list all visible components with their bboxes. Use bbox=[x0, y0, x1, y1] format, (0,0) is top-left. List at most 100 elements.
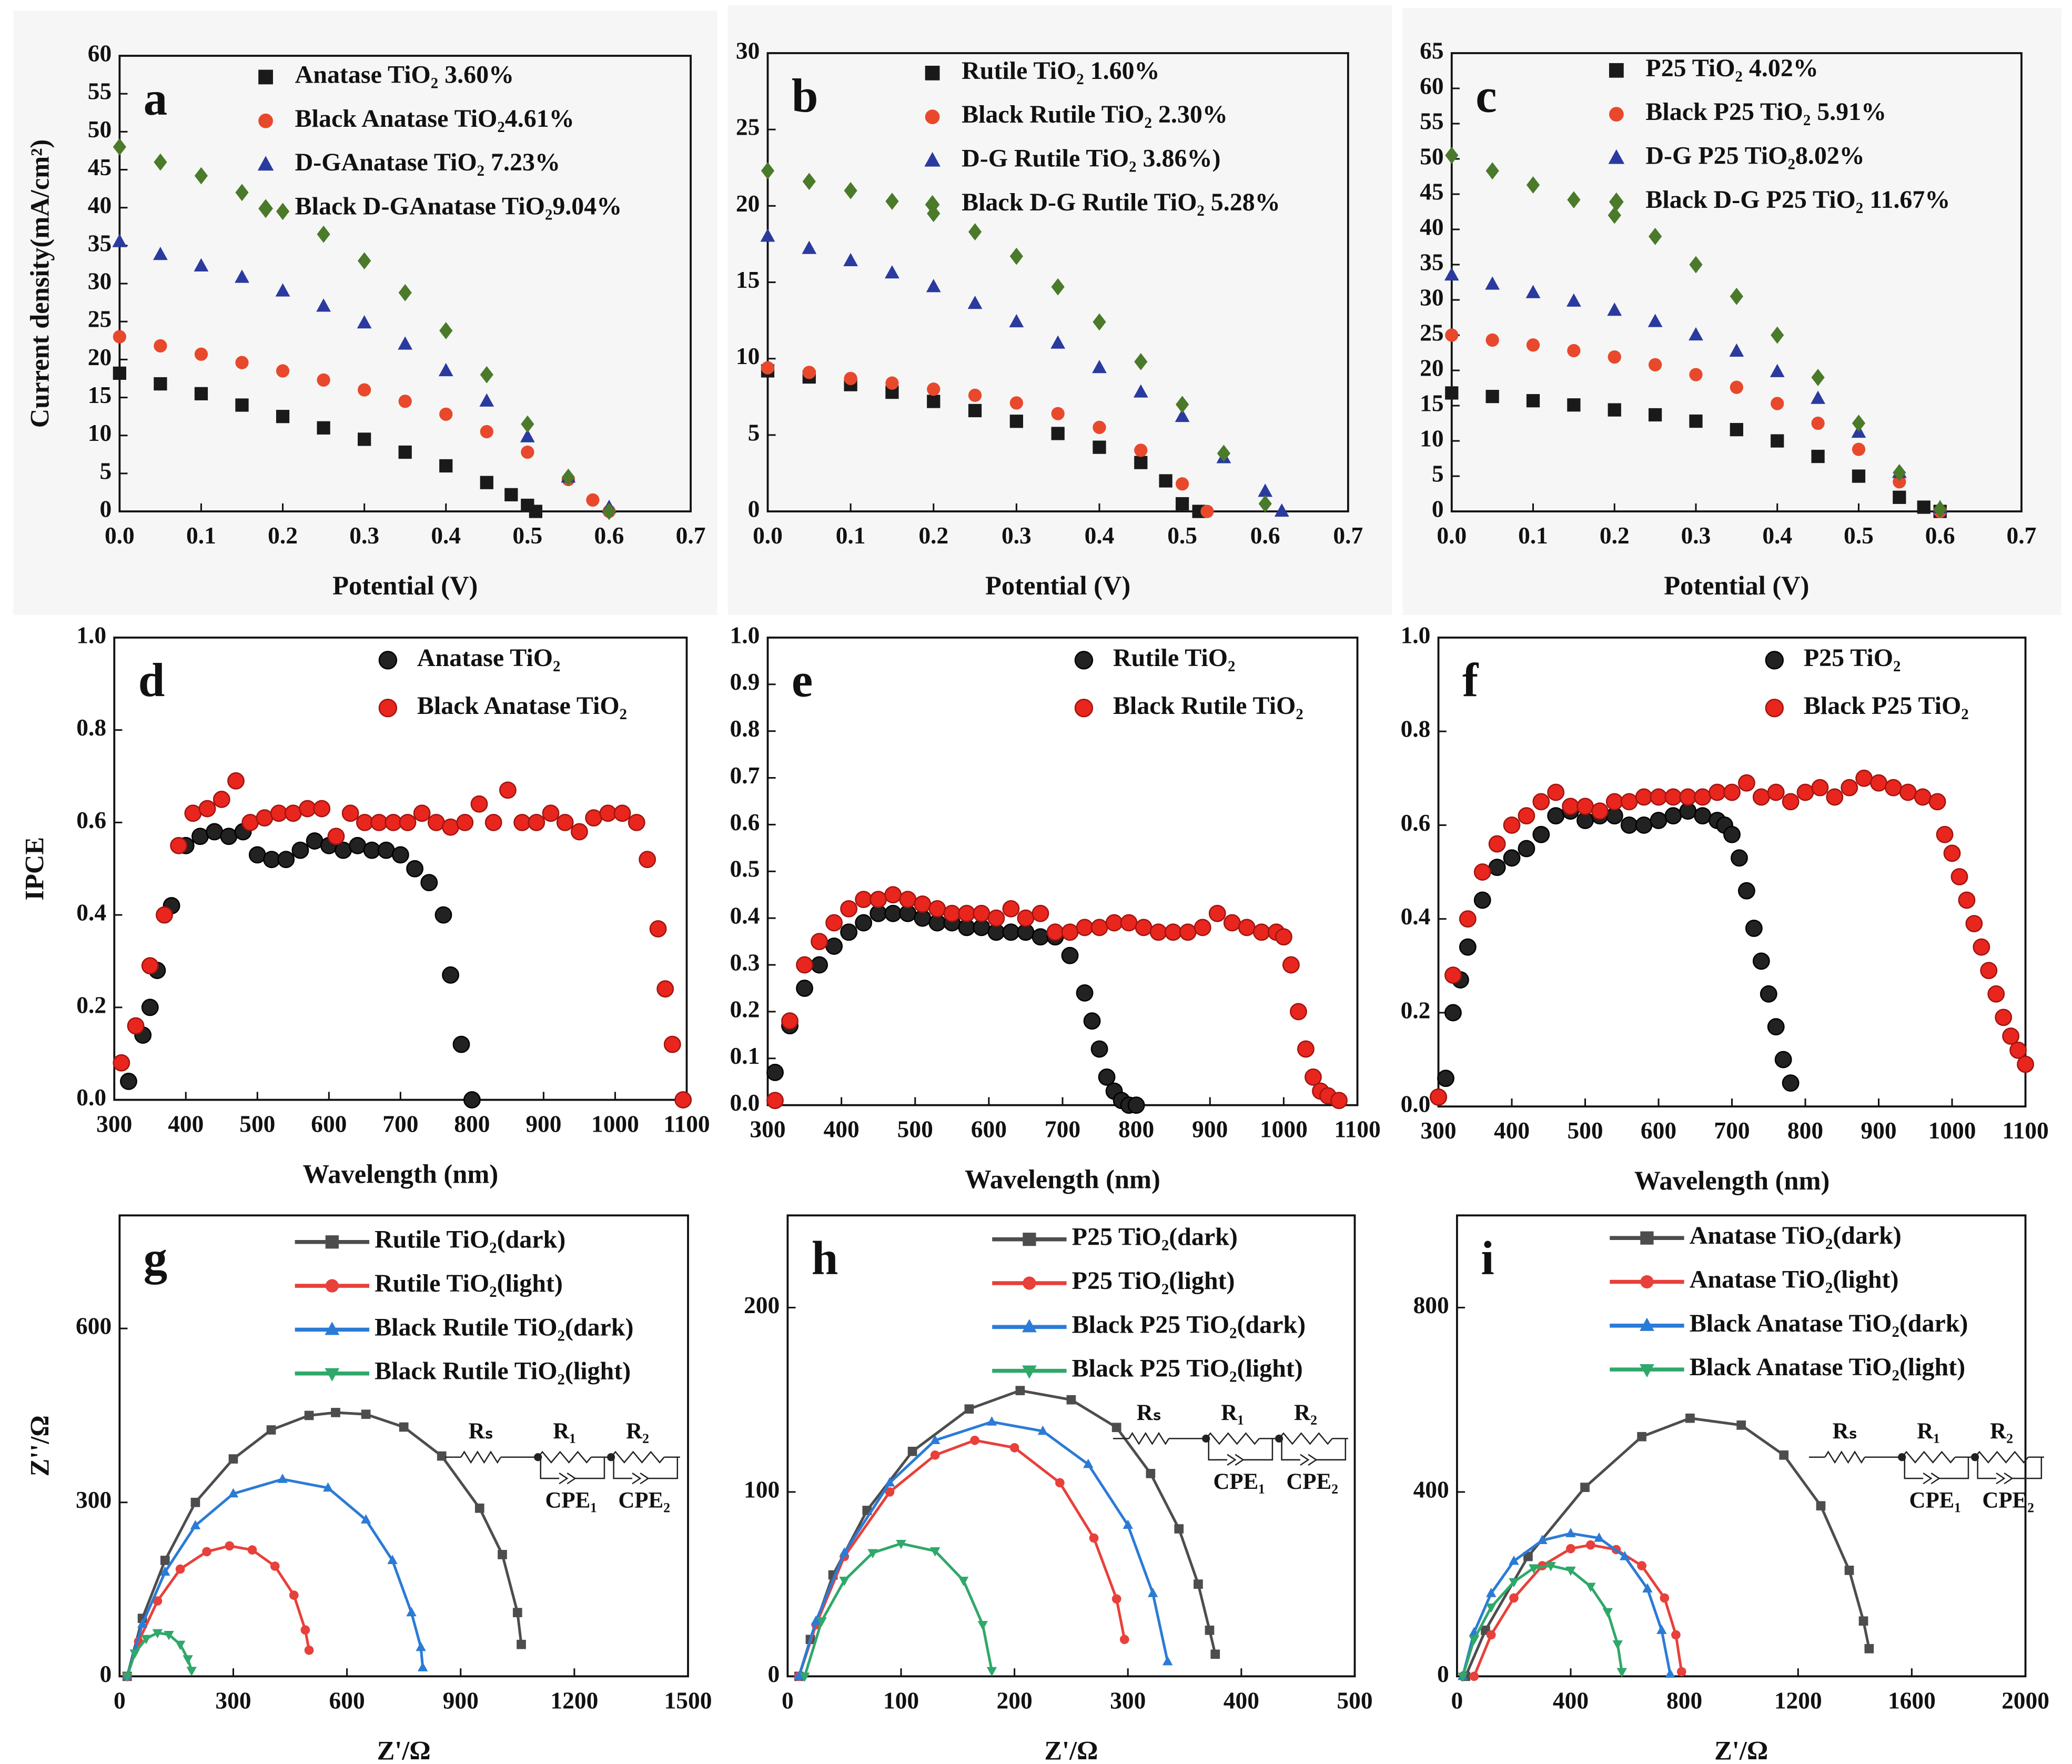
marker bbox=[504, 488, 518, 501]
marker bbox=[387, 1555, 398, 1565]
marker bbox=[235, 356, 249, 369]
marker bbox=[586, 493, 600, 507]
marker bbox=[1134, 353, 1148, 370]
marker bbox=[968, 223, 982, 241]
marker bbox=[970, 1435, 979, 1445]
legend-label: Black D-G P25 TiO₂ 11.67% bbox=[1645, 186, 1950, 214]
resistor bbox=[1901, 1450, 1956, 1464]
panel-letter: g bbox=[144, 1232, 167, 1285]
marker bbox=[120, 1073, 137, 1090]
x-tick-label: 1100 bbox=[2002, 1117, 2048, 1144]
marker bbox=[1135, 919, 1153, 936]
marker bbox=[1518, 807, 1535, 825]
marker bbox=[164, 1630, 174, 1640]
marker bbox=[1689, 414, 1703, 428]
marker bbox=[1987, 985, 2005, 1003]
marker bbox=[398, 336, 413, 350]
marker bbox=[463, 1091, 481, 1108]
y-tick-label: 400 bbox=[1413, 1476, 1449, 1503]
plot-frame bbox=[1456, 1214, 2027, 1678]
marker bbox=[202, 1547, 211, 1557]
marker bbox=[498, 1550, 507, 1559]
marker bbox=[227, 772, 245, 790]
marker bbox=[113, 138, 126, 156]
marker bbox=[839, 1547, 850, 1557]
marker bbox=[198, 800, 216, 818]
marker bbox=[843, 253, 858, 266]
marker bbox=[186, 1667, 197, 1676]
marker bbox=[896, 1539, 906, 1549]
marker bbox=[929, 1435, 941, 1444]
marker bbox=[1486, 1630, 1496, 1640]
marker bbox=[1608, 403, 1621, 417]
marker bbox=[760, 228, 775, 242]
marker bbox=[1736, 1420, 1746, 1430]
marker bbox=[825, 914, 843, 932]
marker bbox=[967, 296, 983, 309]
x-tick-label: 800 bbox=[1118, 1116, 1154, 1143]
legend-marker bbox=[925, 65, 940, 80]
marker bbox=[1760, 985, 1777, 1003]
marker bbox=[413, 804, 431, 822]
marker bbox=[1473, 891, 1491, 909]
y-axis-label: IPCE bbox=[19, 837, 49, 901]
marker bbox=[885, 376, 899, 390]
marker bbox=[1752, 788, 1770, 806]
marker bbox=[977, 1621, 988, 1630]
x-tick-label: 2000 bbox=[2002, 1687, 2049, 1713]
marker bbox=[194, 258, 209, 271]
marker bbox=[439, 459, 453, 473]
marker bbox=[802, 240, 817, 254]
plot-frame bbox=[766, 637, 1359, 1106]
marker bbox=[1816, 1501, 1826, 1511]
plot-frame bbox=[786, 1214, 1356, 1678]
y-tick-label: 65 bbox=[1420, 37, 1443, 64]
x-tick-label: 200 bbox=[997, 1687, 1033, 1713]
x-tick-label: 1000 bbox=[591, 1111, 639, 1137]
y-axis-label: Z''/Ω bbox=[25, 1415, 55, 1476]
legend-marker bbox=[1609, 107, 1624, 122]
marker bbox=[263, 851, 280, 869]
marker bbox=[2017, 1055, 2034, 1073]
marker bbox=[1134, 443, 1148, 457]
marker bbox=[1445, 328, 1459, 342]
marker bbox=[341, 804, 359, 822]
marker bbox=[1660, 1593, 1670, 1603]
y-tick-label: 35 bbox=[88, 230, 112, 256]
marker bbox=[184, 804, 202, 822]
marker bbox=[1547, 783, 1565, 801]
marker bbox=[1444, 267, 1459, 281]
x-tick-label: 900 bbox=[525, 1111, 561, 1137]
plot-frame bbox=[118, 1214, 689, 1678]
y-tick-label: 0 bbox=[1437, 1661, 1449, 1687]
marker bbox=[456, 813, 474, 831]
marker bbox=[1509, 1555, 1519, 1565]
marker bbox=[1444, 1004, 1462, 1022]
resistor bbox=[1974, 1450, 2029, 1464]
marker bbox=[1076, 919, 1094, 936]
marker bbox=[141, 999, 159, 1016]
marker bbox=[1965, 915, 1983, 933]
marker bbox=[1133, 384, 1148, 398]
legend-marker bbox=[378, 651, 398, 670]
x-tick-label: 900 bbox=[1192, 1116, 1228, 1143]
marker bbox=[1210, 1649, 1220, 1659]
marker bbox=[1893, 463, 1906, 481]
marker bbox=[153, 1596, 163, 1606]
y-tick-label: 800 bbox=[1413, 1292, 1449, 1318]
marker bbox=[122, 1672, 133, 1682]
y-tick-label: 25 bbox=[736, 114, 760, 140]
marker bbox=[585, 809, 603, 827]
y-tick-label: 10 bbox=[88, 420, 112, 446]
y-tick-label: 50 bbox=[88, 116, 112, 143]
marker bbox=[844, 371, 857, 386]
marker bbox=[1252, 923, 1270, 941]
panel-background bbox=[1402, 8, 2061, 616]
marker bbox=[406, 1607, 417, 1617]
marker bbox=[1275, 928, 1292, 946]
legend-label: Rutile TiO₂ 1.60% bbox=[962, 57, 1159, 85]
marker bbox=[1811, 779, 1829, 797]
marker bbox=[1092, 359, 1107, 374]
marker bbox=[1009, 314, 1024, 328]
x-axis-label: Potential (V) bbox=[985, 571, 1130, 600]
